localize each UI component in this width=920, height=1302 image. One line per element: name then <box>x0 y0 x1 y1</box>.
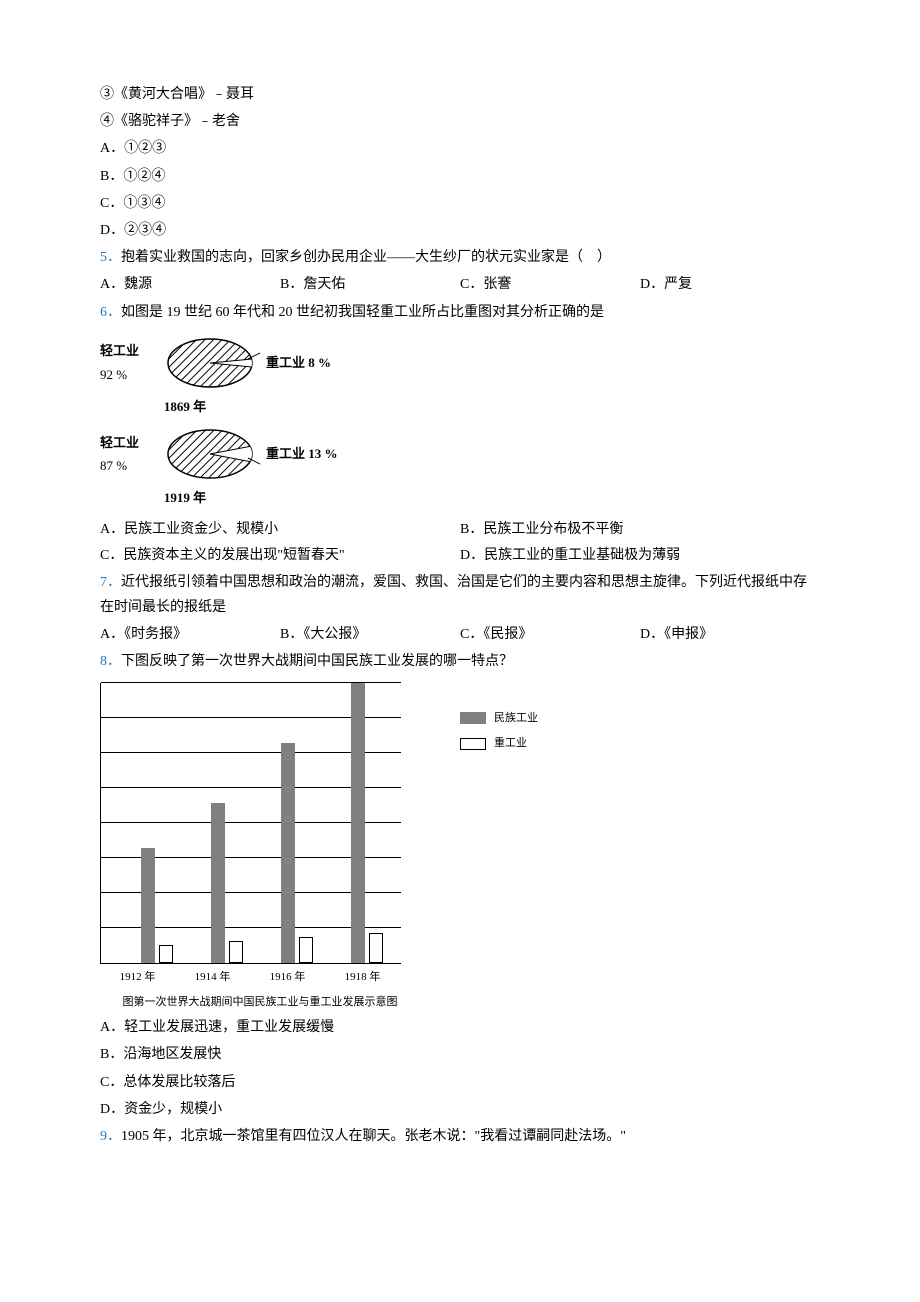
legend-minzu: 民族工业 <box>460 709 538 729</box>
bar-minzu <box>141 848 155 963</box>
q7-opt-d: D．《申报》 <box>640 622 820 647</box>
q5-text: 抱着实业救国的志向，回家乡创办民用企业——大生纱厂的状元实业家是（ ） <box>121 250 611 265</box>
q8-stem: 8．下图反映了第一次世界大战期间中国民族工业发展的哪一特点？ <box>100 649 820 674</box>
bar-minzu <box>351 683 365 963</box>
q8-bar-caption: 图第一次世界大战期间中国民族工业与重工业发展示意图 <box>100 993 420 1013</box>
q5-opt-b: B．詹天佑 <box>280 272 460 297</box>
pie-1869-right-label: 重工业 8 % <box>266 351 331 374</box>
pie-1919-left-top: 轻工业 <box>100 431 160 454</box>
legend-minzu-swatch <box>460 712 486 724</box>
q6-text: 如图是 19 世纪 60 年代和 20 世纪初我国轻重工业所占比重图对其分析正确… <box>121 305 604 320</box>
q8-opt-a: A．轻工业发展迅速，重工业发展缓慢 <box>100 1015 820 1040</box>
q8-opt-b: B．沿海地区发展快 <box>100 1042 820 1067</box>
q6-opt-c: C．民族资本主义的发展出现"短暂春天" <box>100 543 460 568</box>
q8-number: 8． <box>100 654 121 669</box>
legend-zhong-swatch <box>460 738 486 750</box>
q8-bar-x-labels: 1912 年1914 年1916 年1918 年 <box>100 968 400 988</box>
q7-stem: 7．近代报纸引领着中国思想和政治的潮流，爱国、救国、治国是它们的主要内容和思想主… <box>100 570 820 620</box>
preamble-line-3: ③《黄河大合唱》﹣聂耳 <box>100 82 820 107</box>
pie-1869: 轻工业 92 % 重工业 8 % <box>100 333 820 393</box>
q7-number: 7． <box>100 575 121 590</box>
bar-minzu <box>281 743 295 963</box>
q7-opt-a: A．《时务报》 <box>100 622 280 647</box>
q5-number: 5． <box>100 250 121 265</box>
q6-pie-charts: 轻工业 92 % 重工业 8 % 1869 年 <box>100 333 820 510</box>
legend-minzu-label: 民族工业 <box>494 709 538 729</box>
bar-minzu <box>211 803 225 963</box>
page: ③《黄河大合唱》﹣聂耳 ④《骆驼祥子》﹣老舍 A．①②③ B．①②④ C．①③④… <box>0 0 920 1191</box>
bar-x-label: 1918 年 <box>325 968 400 988</box>
q6-options-row2: C．民族资本主义的发展出现"短暂春天" D．民族工业的重工业基础极为薄弱 <box>100 543 820 568</box>
q6-stem: 6．如图是 19 世纪 60 年代和 20 世纪初我国轻重工业所占比重图对其分析… <box>100 300 820 325</box>
q6-opt-d: D．民族工业的重工业基础极为薄弱 <box>460 543 820 568</box>
preamble-opt-c: C．①③④ <box>100 191 820 216</box>
pie-1919-left-bot: 87 % <box>100 454 160 477</box>
pie-1869-left-bot: 92 % <box>100 363 160 386</box>
bar-x-label: 1916 年 <box>250 968 325 988</box>
bar-zhong <box>229 941 243 963</box>
q8-bar-chart <box>100 683 401 964</box>
q7-options: A．《时务报》 B．《大公报》 C．《民报》 D．《申报》 <box>100 622 820 647</box>
q5-opt-a: A．魏源 <box>100 272 280 297</box>
q9-text: 1905 年，北京城一茶馆里有四位汉人在聊天。张老木说："我看过谭嗣同赴法场。" <box>121 1129 626 1144</box>
q7-opt-c: C．《民报》 <box>460 622 640 647</box>
q7-text: 近代报纸引领着中国思想和政治的潮流，爱国、救国、治国是它们的主要内容和思想主旋律… <box>100 575 807 615</box>
q6-options-row1: A．民族工业资金少、规模小 B．民族工业分布极不平衡 <box>100 517 820 542</box>
q5-options: A．魏源 B．詹天佑 C．张謇 D．严复 <box>100 272 820 297</box>
pie-1919-svg <box>160 424 260 484</box>
q9-stem: 9．1905 年，北京城一茶馆里有四位汉人在聊天。张老木说："我看过谭嗣同赴法场… <box>100 1124 820 1149</box>
pie-1869-left-top: 轻工业 <box>100 339 160 362</box>
preamble-line-4: ④《骆驼祥子》﹣老舍 <box>100 109 820 134</box>
bar-x-label: 1912 年 <box>100 968 175 988</box>
pie-1869-year: 1869 年 <box>100 395 270 418</box>
pie-1869-svg <box>160 333 260 393</box>
q8-chart-wrap: 1912 年1914 年1916 年1918 年 图第一次世界大战期间中国民族工… <box>100 683 820 1014</box>
q9-number: 9． <box>100 1129 121 1144</box>
bar-zhong <box>299 937 313 963</box>
preamble-opt-d: D．②③④ <box>100 218 820 243</box>
q5-opt-d: D．严复 <box>640 272 820 297</box>
pie-1919-year: 1919 年 <box>100 486 270 509</box>
pie-1919: 轻工业 87 % 重工业 13 % <box>100 424 820 484</box>
pie-1919-right-label: 重工业 13 % <box>266 442 338 465</box>
legend-zhong-label: 重工业 <box>494 734 527 754</box>
q6-opt-b: B．民族工业分布极不平衡 <box>460 517 820 542</box>
q8-opt-d: D．资金少，规模小 <box>100 1097 820 1122</box>
q8-legend: 民族工业 重工业 <box>460 703 538 761</box>
preamble-opt-b: B．①②④ <box>100 164 820 189</box>
q5-stem: 5．抱着实业救国的志向，回家乡创办民用企业——大生纱厂的状元实业家是（ ） <box>100 245 820 270</box>
preamble-opt-a: A．①②③ <box>100 136 820 161</box>
q6-opt-a: A．民族工业资金少、规模小 <box>100 517 460 542</box>
q5-opt-c: C．张謇 <box>460 272 640 297</box>
q8-opt-c: C．总体发展比较落后 <box>100 1070 820 1095</box>
pie-1869-left-label: 轻工业 92 % <box>100 339 160 386</box>
bar-x-label: 1914 年 <box>175 968 250 988</box>
bar-zhong <box>159 945 173 963</box>
q7-opt-b: B．《大公报》 <box>280 622 460 647</box>
legend-zhong: 重工业 <box>460 734 538 754</box>
q8-text: 下图反映了第一次世界大战期间中国民族工业发展的哪一特点？ <box>121 654 513 669</box>
bar-zhong <box>369 933 383 963</box>
pie-1919-left-label: 轻工业 87 % <box>100 431 160 478</box>
q6-number: 6． <box>100 305 121 320</box>
